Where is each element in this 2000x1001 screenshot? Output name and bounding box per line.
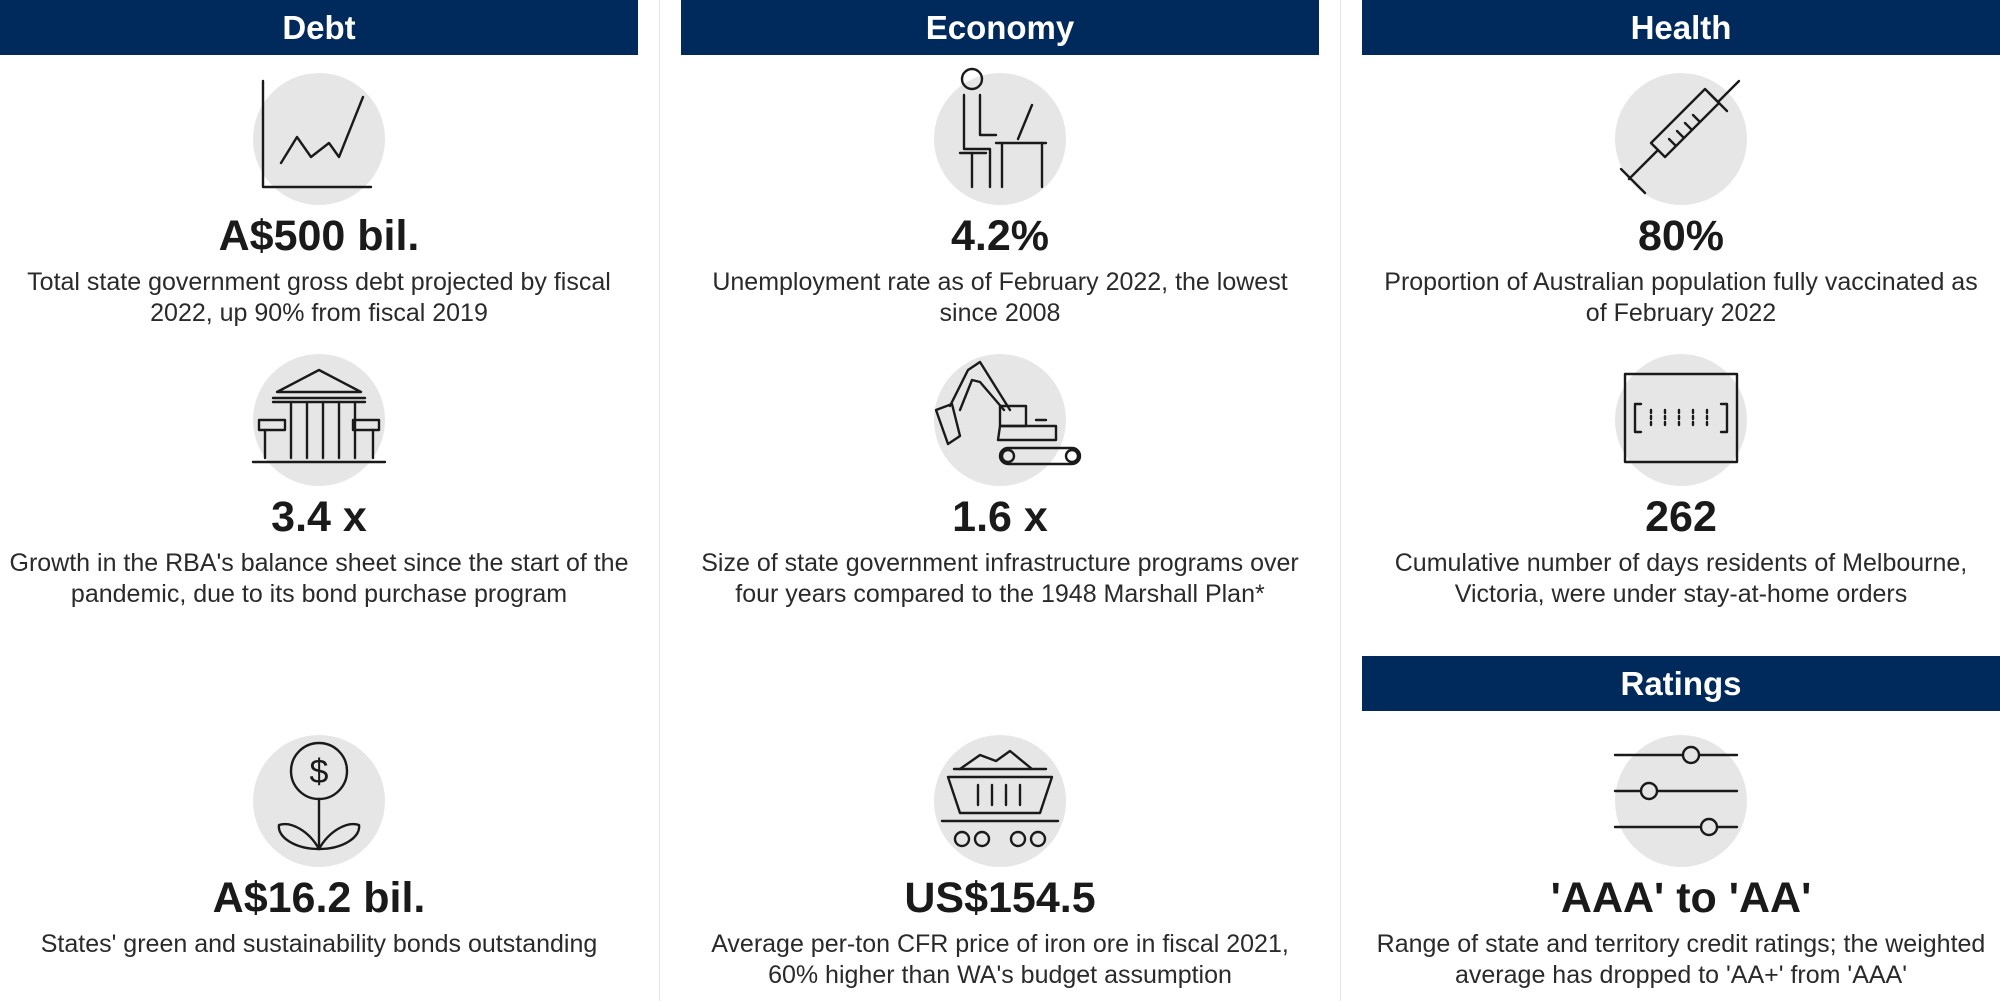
stat-description: Total state government gross debt projec… <box>27 268 611 327</box>
icon-circle <box>934 73 1066 205</box>
stat-description: Unemployment rate as of February 2022, t… <box>712 268 1288 327</box>
stat-value: US$154.5 <box>904 874 1096 922</box>
syringe-icon <box>1619 79 1741 195</box>
debt-header: Debt <box>0 0 638 55</box>
person-at-desk-icon <box>958 67 1048 189</box>
economy-column: Economy 4.2% Unemployment rate as of Feb… <box>681 0 1319 1001</box>
money-plant-icon: $ <box>277 741 361 851</box>
stat-value: 'AAA' to 'AA' <box>1550 874 1812 922</box>
debt-total-stat: A$500 bil. Total state government gross … <box>0 73 638 329</box>
debt-column: Debt A$500 bil. Total state government g… <box>0 0 638 1001</box>
economy-header: Economy <box>681 0 1319 55</box>
vaccinated-stat: 80% Proportion of Australian population … <box>1362 73 2000 329</box>
stat-description: Growth in the RBA's balance sheet since … <box>9 549 629 608</box>
stat-description: Proportion of Australian population full… <box>1384 268 1978 327</box>
lockdown-stat: 262 Cumulative number of days residents … <box>1362 354 2000 610</box>
iron-ore-stat: US$154.5 Average per-ton CFR price of ir… <box>681 735 1319 991</box>
bank-building-icon <box>251 368 387 464</box>
stat-value: 1.6 x <box>952 493 1048 541</box>
ore-cart-icon <box>940 749 1060 848</box>
excavator-icon <box>934 360 1082 466</box>
stat-value: 3.4 x <box>271 493 367 541</box>
stat-description: Range of state and territory credit rati… <box>1376 930 1986 989</box>
rba-balance-stat: 3.4 x Growth in the RBA's balance sheet … <box>0 354 638 610</box>
stat-description: Size of state government infrastructure … <box>701 549 1299 608</box>
icon-circle <box>253 73 385 205</box>
stat-value: 262 <box>1645 493 1717 541</box>
health-column: Health 80% Proportion of Australian popu… <box>1362 0 2000 1001</box>
ratings-header: Ratings <box>1362 656 2000 711</box>
infrastructure-stat: 1.6 x Size of state government infrastru… <box>681 354 1319 610</box>
sliders-icon <box>1613 745 1739 837</box>
svg-text:$: $ <box>310 753 329 791</box>
stat-value: 80% <box>1637 212 1725 260</box>
icon-circle <box>1615 354 1747 486</box>
ratings-stat: 'AAA' to 'AA' Range of state and territo… <box>1362 735 2000 991</box>
stat-value: A$500 bil. <box>218 212 420 260</box>
stat-description: States' green and sustainability bonds o… <box>40 930 598 958</box>
calendar-days-icon <box>1623 372 1739 464</box>
stat-value: A$16.2 bil. <box>212 874 426 922</box>
stat-description: Average per-ton CFR price of iron ore in… <box>711 930 1289 989</box>
stat-value: 4.2% <box>950 212 1049 260</box>
column-divider <box>659 0 660 1001</box>
health-header: Health <box>1362 0 2000 55</box>
unemployment-stat: 4.2% Unemployment rate as of February 20… <box>681 67 1319 329</box>
green-bonds-stat: $ A$16.2 bil. States' green and sustaina… <box>0 735 638 960</box>
column-divider <box>1340 0 1341 1001</box>
line-chart-icon <box>261 79 373 189</box>
icon-circle <box>1615 735 1747 867</box>
stat-description: Cumulative number of days residents of M… <box>1394 549 1968 608</box>
